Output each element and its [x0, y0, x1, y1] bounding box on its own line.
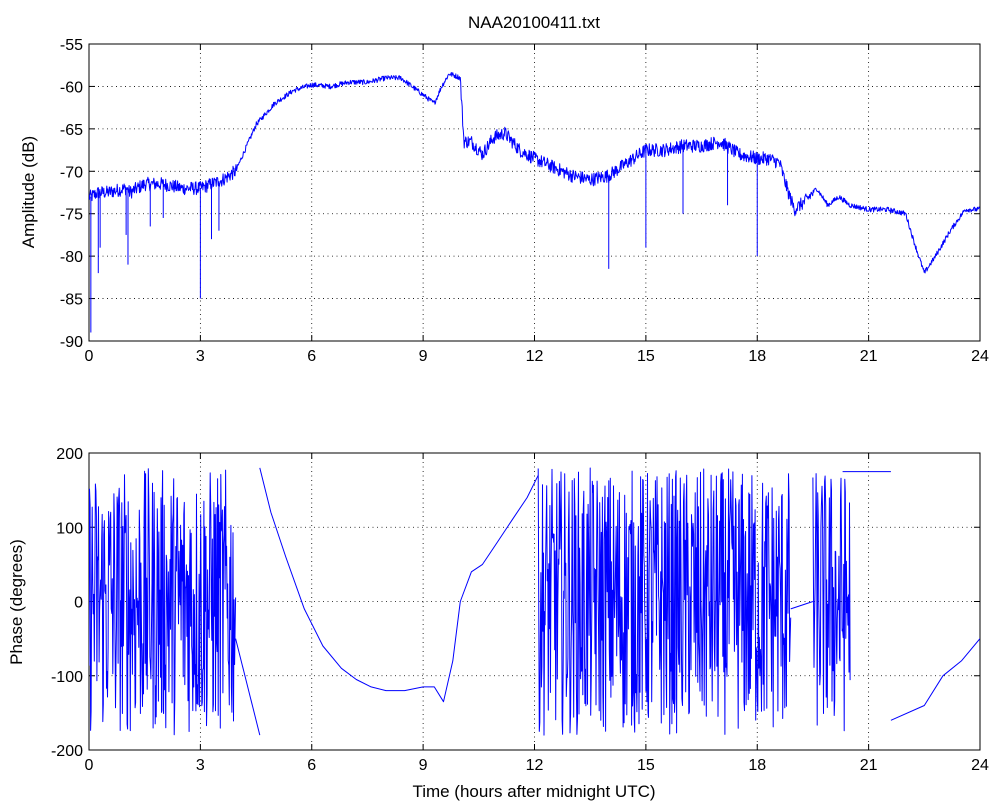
amplitude-ticks: 0 3 6 9 12 15 18 21 24 -55 -60 -65 -70 -75 -80 -85 -90: [60, 37, 989, 365]
amplitude-y-tick-label: -60: [60, 79, 83, 96]
phase-y-axis-label: Phase (degrees): [7, 539, 26, 665]
phase-series-segment: [235, 638, 261, 736]
phase-trace-group: [89, 467, 980, 736]
amplitude-x-tick-label: 9: [419, 348, 428, 365]
phase-wrapped-segment: [537, 467, 792, 736]
time-x-axis-label: Time (hours after midnight UTC): [412, 782, 655, 801]
amplitude-y-axis-label: Amplitude (dB): [19, 136, 38, 248]
phase-y-tick-label: 100: [56, 520, 83, 537]
amplitude-trace-group: [89, 72, 980, 333]
phase-y-tick-label: 0: [74, 595, 83, 612]
phase-y-tick-label: 200: [56, 446, 83, 463]
phase-x-tick-label: 18: [748, 757, 766, 774]
phase-series-segment: [890, 638, 980, 721]
amplitude-x-tick-label: 24: [971, 348, 989, 365]
phase-x-tick-label: 0: [85, 757, 94, 774]
amplitude-x-tick-label: 6: [307, 348, 316, 365]
amplitude-y-tick-label: -55: [60, 37, 83, 54]
amplitude-axes: 0 3 6 9 12 15 18 21 24 -55 -60 -65 -70 -75 -80 -85 -90 N…: [19, 13, 989, 365]
phase-x-tick-label: 6: [307, 757, 316, 774]
phase-x-tick-label: 12: [526, 757, 544, 774]
amplitude-x-tick-label: 0: [85, 348, 94, 365]
phase-x-tick-label: 24: [971, 757, 989, 774]
phase-series-line: [259, 467, 539, 703]
phase-axes: 0 3 6 9 12 15 18 21 24 200 100 0 -100 -200 Phase (deg…: [7, 446, 989, 801]
phase-x-tick-label: 9: [419, 757, 428, 774]
phase-x-tick-label: 3: [196, 757, 205, 774]
phase-wrapped-segment: [89, 468, 237, 736]
amplitude-y-tick-label: -65: [60, 122, 83, 139]
phase-wrapped-segment: [812, 473, 851, 732]
amplitude-y-tick-label: -75: [60, 207, 83, 224]
amplitude-x-tick-label: 18: [748, 348, 766, 365]
amplitude-y-tick-label: -85: [60, 292, 83, 309]
phase-ticks: 0 3 6 9 12 15 18 21 24 200 100 0 -100 -200: [51, 446, 989, 774]
phase-series-segment: [790, 601, 814, 610]
amplitude-x-tick-label: 3: [196, 348, 205, 365]
phase-x-tick-label: 21: [860, 757, 878, 774]
phase-y-tick-label: -100: [51, 669, 83, 686]
amplitude-y-tick-label: -90: [60, 334, 83, 351]
phase-y-tick-label: -200: [51, 743, 83, 760]
amplitude-y-tick-label: -80: [60, 249, 83, 266]
amplitude-y-tick-label: -70: [60, 164, 83, 181]
phase-x-tick-label: 15: [637, 757, 655, 774]
amplitude-x-tick-label: 21: [860, 348, 878, 365]
chart-title: NAA20100411.txt: [468, 13, 600, 32]
amplitude-x-tick-label: 12: [526, 348, 544, 365]
amplitude-x-tick-label: 15: [637, 348, 655, 365]
amplitude-series-line: [89, 72, 980, 274]
